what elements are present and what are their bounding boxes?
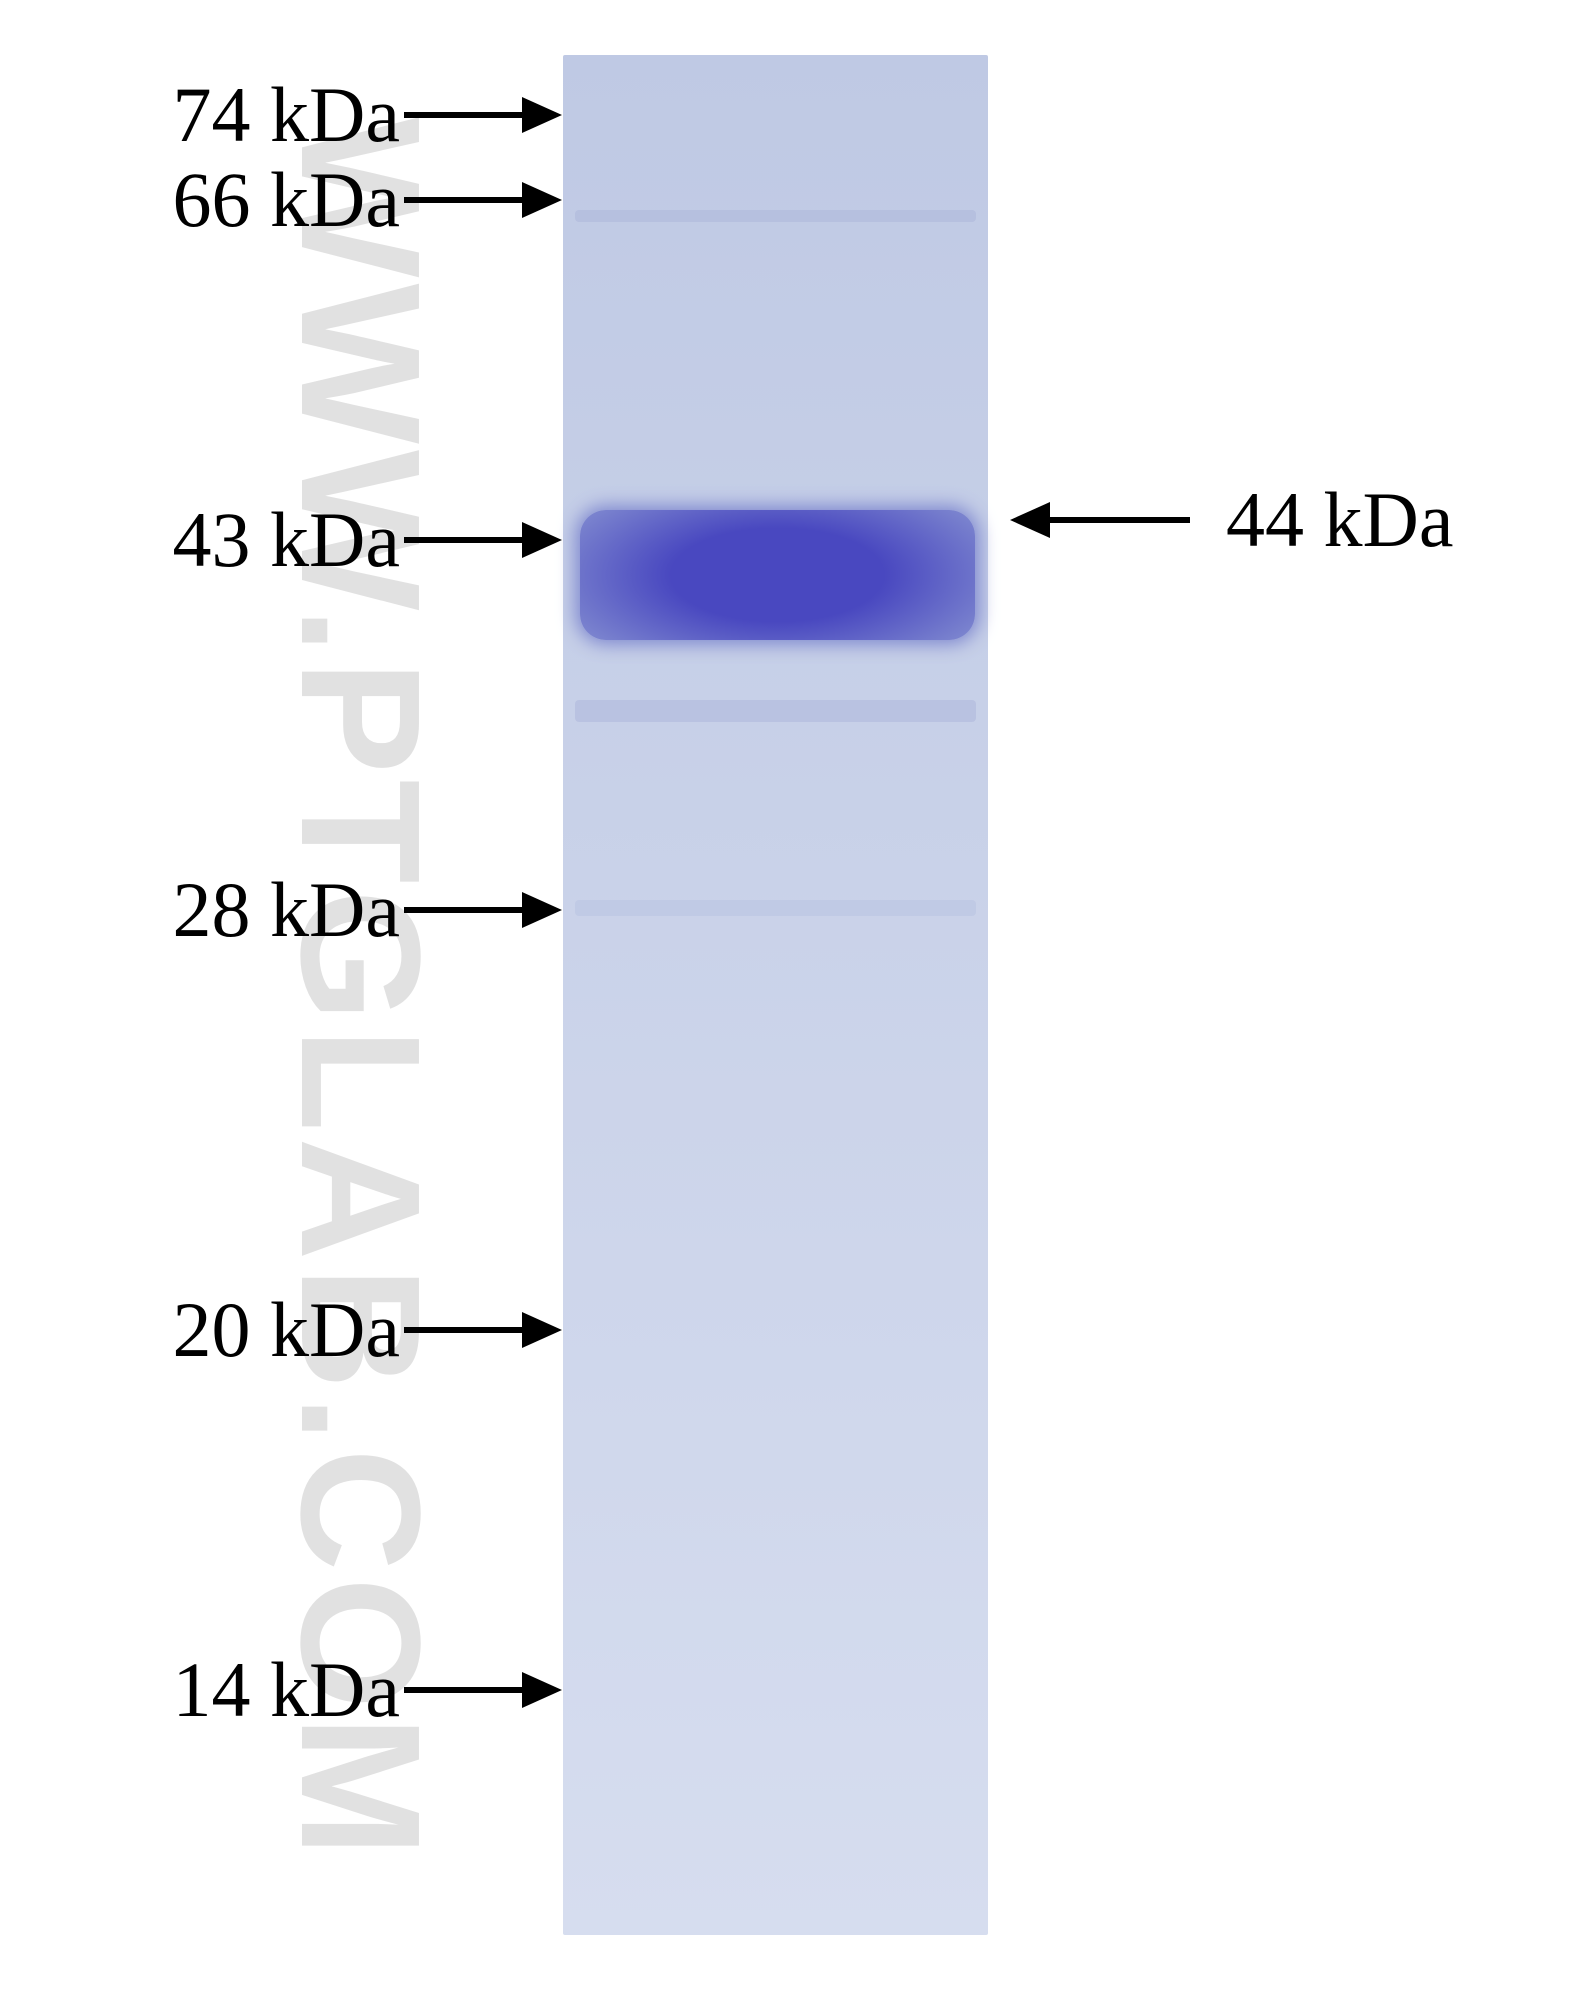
arrow-right-icon xyxy=(404,1670,562,1710)
mw-marker-label: 66 kDa xyxy=(0,155,400,245)
protein-band-main xyxy=(580,510,975,640)
arrow-right-icon xyxy=(404,520,562,560)
arrow-right-icon xyxy=(404,95,562,135)
arrow-left-icon xyxy=(1010,500,1190,540)
mw-marker-label: 43 kDa xyxy=(0,495,400,585)
faint-band xyxy=(575,900,976,916)
mw-marker-left: 74 kDa xyxy=(0,70,562,160)
faint-band xyxy=(575,700,976,722)
gel-figure: WWW.PTGLAB.COM 74 kDa66 kDa 43 kDa 28 kDa 2… xyxy=(0,0,1585,1995)
mw-marker-left: 28 kDa xyxy=(0,865,562,955)
mw-marker-label: 14 kDa xyxy=(0,1645,400,1735)
mw-marker-label: 20 kDa xyxy=(0,1285,400,1375)
mw-marker-label: 28 kDa xyxy=(0,865,400,955)
gel-lane xyxy=(563,55,988,1935)
watermark-text: WWW.PTGLAB.COM xyxy=(262,117,458,1863)
mw-marker-right: 44 kDa xyxy=(1010,475,1453,565)
mw-marker-label: 74 kDa xyxy=(0,70,400,160)
faint-band xyxy=(575,210,976,222)
arrow-right-icon xyxy=(404,1310,562,1350)
mw-marker-label: 44 kDa xyxy=(1226,475,1453,565)
arrow-right-icon xyxy=(404,180,562,220)
mw-marker-left: 66 kDa xyxy=(0,155,562,245)
mw-marker-left: 14 kDa xyxy=(0,1645,562,1735)
mw-marker-left: 43 kDa xyxy=(0,495,562,585)
arrow-right-icon xyxy=(404,890,562,930)
mw-marker-left: 20 kDa xyxy=(0,1285,562,1375)
